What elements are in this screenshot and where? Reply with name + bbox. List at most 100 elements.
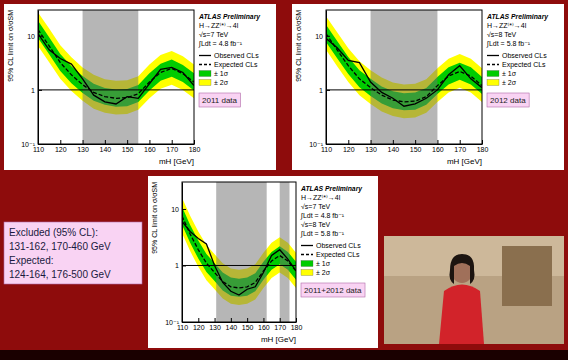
note-line: 124-164, 176-500 GeV <box>9 269 111 280</box>
x-tick-mark <box>105 140 106 144</box>
y-tick-label: 1 <box>175 262 179 269</box>
annotation: H→ZZ⁽*⁾→4l <box>301 194 341 201</box>
x-tick: 170 <box>274 318 286 331</box>
legend-label: ± 1σ <box>316 260 331 267</box>
y-tick: 10 <box>171 206 186 213</box>
x-tick-label: 180 <box>189 146 201 153</box>
annotation: √s=8 TeV <box>487 31 517 38</box>
observed-line <box>182 222 296 296</box>
x-tick-label: 160 <box>432 146 444 153</box>
y-tick-label: 10⁻¹ <box>309 141 323 148</box>
x-tick-label: 140 <box>100 146 112 153</box>
x-tick-mark <box>83 140 84 144</box>
x-tick-label: 180 <box>291 324 303 331</box>
y-tick: 1 <box>31 87 42 94</box>
annotation: ATLAS Preliminary <box>300 185 363 193</box>
x-axis-line <box>327 144 483 145</box>
y-tick: 1 <box>175 262 186 269</box>
legend-swatch <box>301 254 313 255</box>
y-axis-line <box>326 11 327 145</box>
title-box-bg <box>301 283 365 297</box>
exclusion-note: Excluded (95% CL):131-162, 170-460 GeVEx… <box>4 222 142 284</box>
x-tick-mark <box>231 318 232 322</box>
legend-swatch <box>199 71 211 77</box>
legend-item: ± 1σ <box>487 70 517 77</box>
background <box>0 0 568 360</box>
y-tick-label: 10⁻¹ <box>165 319 179 326</box>
legend-item: ± 2σ <box>301 269 331 276</box>
legend-swatch <box>487 80 499 86</box>
x-tick: 130 <box>209 318 221 331</box>
legend: ATLAS PreliminaryH→ZZ⁽*⁾→4l√s=8 TeV∫Ldt … <box>486 13 549 107</box>
y-tick-mark <box>326 36 330 37</box>
x-tick-label: 140 <box>226 324 238 331</box>
x-tick-label: 130 <box>77 146 89 153</box>
chart-title: 2011+2012 data <box>304 286 362 295</box>
y-axis-title: 95% CL limit on σ/σSM <box>151 182 158 254</box>
legend-label: ± 2σ <box>214 79 229 86</box>
legend-item: Expected CLs <box>199 61 258 69</box>
shaded-range <box>216 182 266 322</box>
note-line: Expected: <box>9 255 53 266</box>
x-tick: 120 <box>55 140 67 153</box>
x-tick: 180 <box>291 318 303 331</box>
observed-line <box>38 34 194 104</box>
annotation: √s=8 TeV <box>301 221 331 228</box>
legend-swatch <box>301 270 313 276</box>
legend-item: Expected CLs <box>487 61 546 69</box>
slide: 11012013014015016017018010⁻¹110mH [GeV]9… <box>0 0 568 360</box>
x-tick-mark <box>149 140 150 144</box>
chart-panel: 11012013014015016017018010⁻¹110mH [GeV]9… <box>4 4 276 170</box>
x-tick: 130 <box>365 140 377 153</box>
x-tick-mark <box>194 140 195 144</box>
x-tick-mark <box>296 318 297 322</box>
x-tick: 180 <box>477 140 489 153</box>
legend: ATLAS PreliminaryH→ZZ⁽*⁾→4l√s=7 TeV∫Ldt … <box>198 13 261 107</box>
y-tick: 10 <box>27 33 42 40</box>
y-axis-title: 95% CL limit on σ/σSM <box>295 10 302 82</box>
legend-swatch <box>301 245 313 246</box>
x-axis-line <box>39 144 195 145</box>
x-tick: 140 <box>388 140 400 153</box>
y-tick-label: 1 <box>31 87 35 94</box>
x-tick: 120 <box>343 140 355 153</box>
y-tick: 10⁻¹ <box>309 141 330 148</box>
marks <box>38 10 194 144</box>
video-door <box>502 246 552 306</box>
annotation: ∫Ldt = 5.8 fb⁻¹ <box>486 40 531 48</box>
annotation: H→ZZ⁽*⁾→4l <box>487 22 527 29</box>
annotation: H→ZZ⁽*⁾→4l <box>199 22 239 29</box>
x-tick-label: 120 <box>193 324 205 331</box>
panel-background <box>292 4 564 170</box>
y-tick: 10⁻¹ <box>165 319 186 326</box>
legend-label: Observed CLs <box>316 242 361 249</box>
x-tick: 150 <box>410 140 422 153</box>
legend-swatch <box>487 55 499 56</box>
video-background <box>384 236 564 344</box>
legend-label: Expected CLs <box>502 61 546 69</box>
x-tick-label: 130 <box>209 324 221 331</box>
x-tick: 150 <box>242 318 254 331</box>
x-tick: 160 <box>144 140 156 153</box>
x-tick-label: 170 <box>454 146 466 153</box>
note-background <box>4 222 142 284</box>
legend-label: Observed CLs <box>502 52 547 59</box>
y-axis-title: 95% CL limit on σ/σSM <box>7 10 14 82</box>
y-tick-mark <box>182 322 186 323</box>
reference-line <box>38 89 194 90</box>
shaded-range <box>83 10 139 144</box>
y-axis-line <box>38 11 39 145</box>
chart-panel: 11012013014015016017018010⁻¹110mH [GeV]9… <box>292 4 564 170</box>
y-tick-label: 10 <box>27 33 35 40</box>
x-tick-mark <box>60 140 61 144</box>
marks <box>326 10 482 144</box>
x-tick-mark <box>415 140 416 144</box>
panel-background <box>4 4 276 170</box>
y-tick-label: 10 <box>315 33 323 40</box>
bottom-strip <box>0 350 568 360</box>
legend-item: Observed CLs <box>199 52 259 59</box>
shaded-range <box>371 10 438 144</box>
x-axis: 110120130140150160170180 <box>33 140 201 153</box>
legend-label: ± 2σ <box>502 79 517 86</box>
y-tick-label: 10⁻¹ <box>21 141 35 148</box>
